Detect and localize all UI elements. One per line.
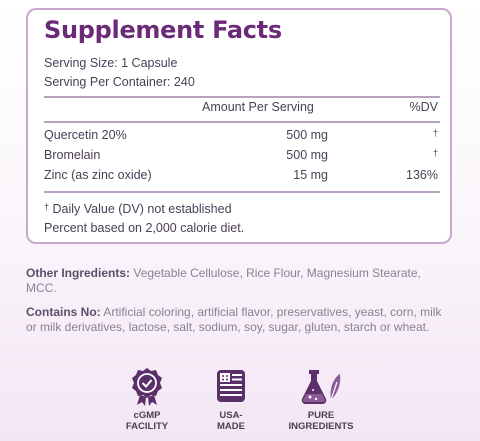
badge-line2: FACILITY xyxy=(125,421,169,432)
award-ribbon-icon xyxy=(132,368,162,406)
ingredient-name: Bromelain xyxy=(44,148,101,162)
ingredient-name: Quercetin 20% xyxy=(44,128,127,142)
contains-no-label: Contains No: xyxy=(26,305,101,319)
ingredient-amount: 500 mg xyxy=(286,128,328,142)
footnote-text: Daily Value (DV) not established xyxy=(52,202,232,216)
footnote-dv: † Daily Value (DV) not established xyxy=(44,202,232,216)
serving-size: Serving Size: 1 Capsule xyxy=(44,56,178,70)
us-flag-icon xyxy=(217,370,245,402)
ingredient-amount: 15 mg xyxy=(293,168,328,182)
badge-line2: MADE xyxy=(217,421,245,432)
badge-line1: PURE xyxy=(307,410,335,421)
flask-leaf-icon xyxy=(301,370,341,404)
amount-per-serving-header: Amount Per Serving xyxy=(202,100,314,114)
ingredient-dv: † xyxy=(432,128,438,138)
facts-row-zinc: Zinc (as zinc oxide) 15 mg 136% xyxy=(44,168,438,186)
facts-title: Supplement Facts xyxy=(44,16,282,44)
ingredient-amount: 500 mg xyxy=(286,148,328,162)
divider-bottom xyxy=(44,191,440,193)
badge-cgmp: cGMP FACILITY xyxy=(102,366,192,432)
servings-per-container: Serving Per Container: 240 xyxy=(44,75,195,89)
other-ingredients-text: Vegetable Cellulose, Rice Flour, Magnesi… xyxy=(26,266,421,295)
facts-row-bromelain: Bromelain 500 mg † xyxy=(44,148,438,166)
dv-header: %DV xyxy=(409,100,438,114)
divider-top xyxy=(44,96,440,98)
footnote-calorie: Percent based on 2,000 calorie diet. xyxy=(44,221,245,235)
badge-usa-made: USA- MADE xyxy=(186,366,276,432)
other-ingredients: Other Ingredients: Vegetable Cellulose, … xyxy=(26,266,446,296)
dagger-symbol: † xyxy=(44,202,50,212)
badge-line1: cGMP xyxy=(133,410,161,421)
contains-no: Contains No: Artificial coloring, artifi… xyxy=(26,305,446,335)
facts-row-quercetin: Quercetin 20% 500 mg † xyxy=(44,128,438,146)
badge-line2: INGREDIENTS xyxy=(288,421,354,432)
contains-no-text: Artificial coloring, artificial flavor, … xyxy=(26,305,442,334)
ingredient-dv: † xyxy=(432,148,438,158)
other-ingredients-label: Other Ingredients: xyxy=(26,266,131,280)
ingredient-dv: 136% xyxy=(406,168,438,182)
ingredient-name: Zinc (as zinc oxide) xyxy=(44,168,152,182)
badge-pure-ingredients: PURE INGREDIENTS xyxy=(276,366,366,432)
badge-line1: USA- xyxy=(219,410,243,421)
supplement-facts-panel: Supplement Facts Serving Size: 1 Capsule… xyxy=(26,8,452,244)
divider-header xyxy=(44,121,440,123)
